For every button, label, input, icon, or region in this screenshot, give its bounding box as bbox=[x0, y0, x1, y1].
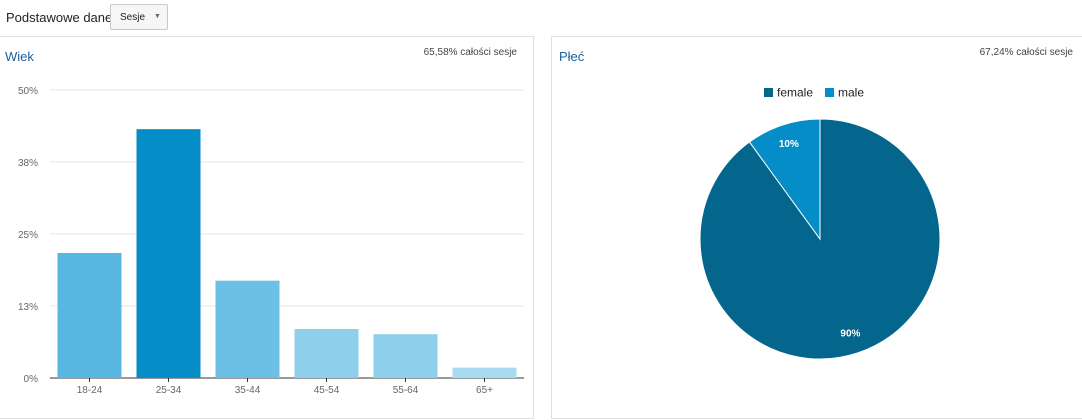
legend-label: male bbox=[838, 86, 864, 100]
age-panel: Wiek 65,58% całości sesje 0% 13% 25% 38% 50%… bbox=[0, 36, 534, 419]
y-tick-label: 25% bbox=[18, 230, 38, 241]
x-tick-label: 35-44 bbox=[235, 385, 261, 396]
bar-55-64[interactable] bbox=[373, 334, 438, 378]
age-bar-chart: 0% 13% 25% 38% 50% 18-24 25-34 35-44 45-54 55-64 6… bbox=[18, 86, 524, 396]
x-tick-label: 55-64 bbox=[393, 385, 419, 396]
y-tick-label: 38% bbox=[18, 158, 38, 169]
legend-item-female[interactable]: female bbox=[764, 86, 813, 100]
legend-swatch bbox=[764, 88, 773, 97]
gender-panel-title: Płeć bbox=[559, 49, 585, 64]
age-panel-title: Wiek bbox=[5, 49, 34, 64]
chevron-down-icon: ▼ bbox=[154, 13, 161, 20]
slice-label-female: 90% bbox=[840, 329, 860, 340]
y-tick-label: 13% bbox=[18, 302, 38, 313]
y-tick-label: 0% bbox=[24, 374, 39, 385]
age-panel-total: 65,58% całości sesje bbox=[423, 47, 517, 58]
slice-label-male: 10% bbox=[779, 139, 799, 150]
gender-panel: Płeć 67,24% całości sesje female male 90% 1… bbox=[551, 36, 1082, 419]
x-tick-label: 65+ bbox=[476, 385, 493, 396]
x-tick-label: 45-54 bbox=[314, 385, 340, 396]
slice-male[interactable] bbox=[748, 118, 821, 241]
legend-swatch bbox=[825, 88, 834, 97]
bar-65+[interactable] bbox=[452, 367, 517, 378]
y-tick-label: 50% bbox=[18, 86, 38, 97]
bar-45-54[interactable] bbox=[294, 329, 359, 378]
legend-label: female bbox=[777, 86, 813, 100]
metric-dropdown-value: Sesje bbox=[120, 12, 146, 23]
legend-item-male[interactable]: male bbox=[825, 86, 864, 100]
metric-dropdown[interactable]: Sesje ▼ bbox=[110, 4, 168, 30]
x-tick-label: 18-24 bbox=[77, 385, 103, 396]
gender-panel-total: 67,24% całości sesje bbox=[979, 47, 1073, 58]
gender-pie-chart: female male 90% 10% bbox=[699, 86, 941, 360]
primary-dimension-label: Podstawowe dane: bbox=[6, 10, 116, 25]
bar-35-44[interactable] bbox=[215, 280, 280, 378]
bar-25-34[interactable] bbox=[136, 129, 201, 378]
toolbar: Podstawowe dane: Sesje ▼ bbox=[0, 0, 1082, 36]
x-tick-label: 25-34 bbox=[156, 385, 182, 396]
bar-18-24[interactable] bbox=[57, 253, 122, 378]
